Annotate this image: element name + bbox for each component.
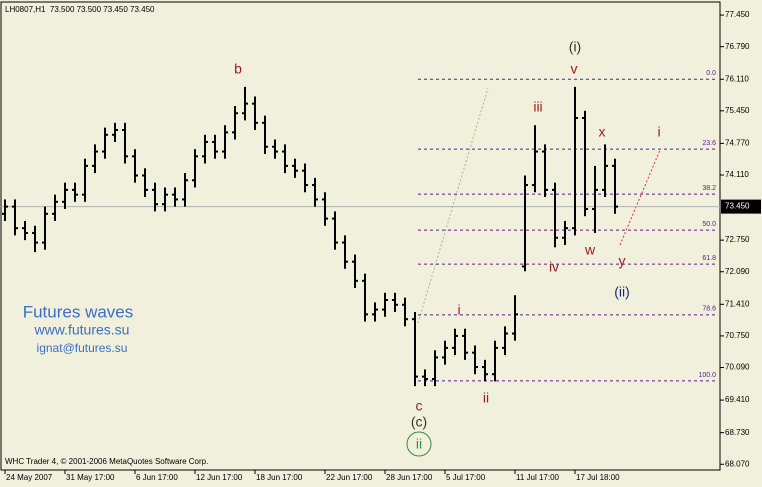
wave-label: b (234, 61, 242, 77)
y-tick-label: 72.090 (725, 267, 750, 276)
x-tick-label: 31 May 17:00 (66, 473, 115, 482)
wave-label: v (571, 61, 578, 77)
watermark: www.futures.su (34, 322, 130, 338)
footer: WHC Trader 4, © 2001-2006 MetaQuotes Sof… (5, 457, 208, 466)
wave-label: ii (483, 390, 489, 406)
chart-title: LH0807,H1 73.500 73.500 73.450 73.450 (5, 5, 155, 14)
y-tick-label: 76.110 (725, 74, 749, 83)
x-tick-label: 28 Jun 17:00 (386, 473, 433, 482)
fib-label: 50.0 (702, 221, 716, 228)
y-tick-label: 77.450 (725, 10, 750, 19)
watermark: ignat@futures.su (37, 341, 128, 355)
trend-line (619, 149, 661, 246)
fib-label: 78.6 (702, 306, 716, 313)
wave-label: w (584, 242, 596, 258)
wave-label: (c) (411, 414, 427, 430)
y-tick-label: 76.790 (725, 42, 750, 51)
y-tick-label: 74.770 (725, 139, 750, 148)
fib-label: 0.0 (706, 70, 716, 77)
x-tick-label: 5 Jul 17:00 (446, 473, 486, 482)
x-tick-label: 12 Jun 17:00 (196, 473, 243, 482)
wave-label: iii (533, 99, 542, 115)
plot-frame (0, 1, 721, 471)
y-tick-label: 71.410 (725, 299, 750, 308)
wave-label: x (599, 124, 606, 140)
current-price-label: 73.450 (725, 202, 750, 211)
y-tick-label: 70.090 (725, 363, 750, 372)
y-tick-label: 75.450 (725, 106, 750, 115)
fib-label: 100.0 (698, 372, 716, 379)
wave-label: i (657, 124, 660, 140)
y-tick-label: 70.750 (725, 331, 750, 340)
x-tick-label: 11 Jul 17:00 (516, 473, 560, 482)
x-tick-label: 6 Jun 17:00 (136, 473, 178, 482)
y-tick-label: 74.110 (725, 170, 749, 179)
x-tick-label: 17 Jul 18:00 (576, 473, 620, 482)
wave-label: (i) (569, 39, 581, 55)
trend-line (417, 87, 489, 324)
y-tick-label: 72.750 (725, 235, 750, 244)
x-tick-label: 22 Jun 17:00 (326, 473, 373, 482)
y-tick-label: 68.730 (725, 428, 750, 437)
fib-label: 38.2 (702, 185, 716, 192)
wave-label: i (457, 302, 460, 318)
y-tick-label: 68.070 (725, 459, 750, 468)
watermark: Futures waves (23, 302, 134, 321)
x-tick-label: 18 Jun 17:00 (256, 473, 303, 482)
wave-circle (406, 431, 432, 457)
wave-label: c (416, 398, 423, 414)
current-price-box (721, 199, 761, 214)
x-tick-label: 24 May 2007 (6, 473, 53, 482)
wave-label: iv (549, 259, 559, 275)
wave-label: ii (416, 436, 422, 452)
y-tick-label: 69.410 (725, 395, 750, 404)
wave-label: y (619, 253, 626, 269)
wave-label: (ii) (614, 284, 630, 300)
fib-label: 23.6 (702, 140, 716, 147)
fib-label: 61.8 (702, 255, 716, 262)
